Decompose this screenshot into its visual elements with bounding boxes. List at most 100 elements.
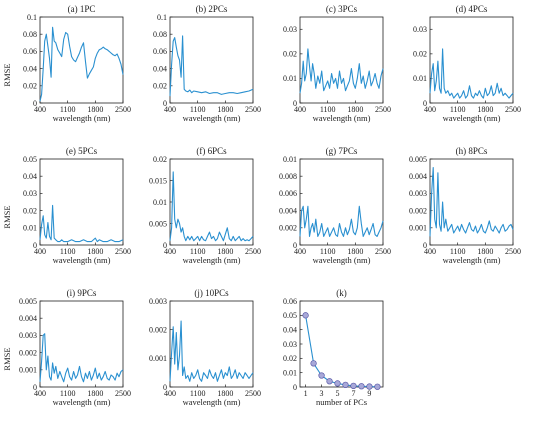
y-tick-label: 0.003 [409, 189, 427, 198]
plot-frame [169, 158, 254, 246]
y-tick-label: 0.002 [149, 325, 167, 334]
series-line [169, 320, 254, 382]
series-line [299, 48, 384, 94]
data-point [318, 372, 325, 379]
data-point [366, 383, 373, 390]
series-line [39, 204, 124, 243]
y-tick-label: 0 [293, 99, 297, 108]
y-tick-label: 0.03 [283, 25, 297, 34]
chart-title: (i) 9PCs [67, 288, 97, 298]
x-axis-label: wavelength (nm) [313, 255, 371, 265]
y-tick-label: 0.002 [409, 206, 427, 215]
x-axis-label: wavelength (nm) [183, 113, 241, 123]
y-tick-label: 0.08 [23, 30, 37, 39]
chart-title: (a) 1PC [68, 4, 96, 14]
x-tick-label: 2500 [115, 105, 131, 114]
y-tick-label: 0 [293, 383, 297, 392]
y-tick-label: 0.05 [23, 155, 37, 164]
x-tick-label: 400 [424, 247, 436, 256]
x-tick-label: 1800 [87, 247, 103, 256]
y-tick-label: 0.01 [413, 74, 427, 83]
series-line [299, 205, 384, 237]
x-tick-label: 1800 [217, 247, 233, 256]
x-tick-label: 5 [336, 389, 340, 398]
y-tick-label: 0.02 [283, 354, 297, 363]
x-tick-label: 400 [424, 105, 436, 114]
chart-title: (g) 7PCs [326, 146, 358, 156]
x-tick-label: 1800 [477, 247, 493, 256]
plot-frame [39, 16, 124, 104]
y-tick-label: 0.005 [409, 155, 427, 164]
plot-frame [299, 158, 384, 246]
x-axis-label: wavelength (nm) [183, 397, 241, 407]
plot-frame [429, 158, 514, 246]
y-tick-label: 0.04 [23, 172, 37, 181]
x-tick-label: 400 [164, 247, 176, 256]
x-tick-label: 1100 [190, 389, 206, 398]
series-line [169, 171, 254, 242]
x-tick-label: 2500 [505, 105, 521, 114]
chart-panel-3: (c) 3PCs 0 0.01 0.02 0.03 400 1100 1800 2500 wave… [283, 4, 391, 123]
chart-panel-8: (h) 8PCs 0 0.001 0.002 0.003 0.004 0.005 400 110… [409, 146, 521, 265]
y-tick-label: 0 [33, 383, 37, 392]
y-tick-label: 0.1 [157, 13, 167, 22]
y-tick-label: 0 [163, 99, 167, 108]
x-tick-label: 2500 [245, 247, 261, 256]
x-tick-label: 1800 [87, 389, 103, 398]
y-tick-label: 0.004 [409, 172, 427, 181]
series-line [169, 35, 254, 97]
data-point [342, 381, 349, 389]
y-tick-label: 0.008 [279, 172, 297, 181]
plot-frame [169, 300, 254, 388]
y-tick-label: 0.001 [409, 224, 427, 233]
chart-title: (e) 5PCs [66, 146, 98, 156]
y-tick-label: 0 [293, 241, 297, 250]
y-tick-label: 0.06 [153, 47, 167, 56]
chart-title: (c) 3PCs [326, 4, 358, 14]
x-tick-label: 1100 [60, 105, 76, 114]
x-tick-label: 1100 [320, 247, 336, 256]
x-tick-label: 1800 [477, 105, 493, 114]
x-tick-label: 2500 [115, 389, 131, 398]
chart-panel-5: (e) 5PCs 0 0.01 0.02 0.03 0.04 0.05 400 1100 1800… [2, 146, 131, 265]
y-axis-label: RMSE [2, 63, 12, 86]
chart-title: (f) 6PCs [196, 146, 227, 156]
y-tick-label: 0.001 [149, 354, 167, 363]
y-tick-label: 0.06 [283, 297, 297, 306]
y-tick-label: 0.03 [413, 25, 427, 34]
data-point [374, 383, 381, 390]
x-axis-label: wavelength (nm) [183, 255, 241, 265]
y-tick-label: 0.02 [153, 82, 167, 91]
x-axis-label: wavelength (nm) [53, 113, 111, 123]
chart-panel-7: (g) 7PCs 0 0.002 0.004 0.006 0.008 0.01 400 1100… [279, 146, 391, 265]
x-tick-label: 2500 [245, 389, 261, 398]
y-tick-label: 0.08 [153, 30, 167, 39]
y-tick-label: 0 [33, 99, 37, 108]
x-tick-label: 7 [351, 389, 355, 398]
y-tick-label: 0.06 [23, 47, 37, 56]
plot-frame [429, 16, 514, 104]
x-axis-label: number of PCs [316, 397, 367, 407]
chart-title: (k) [336, 288, 347, 298]
chart-panel-9: (i) 9PCs 0 0.001 0.002 0.003 0.004 0.005 400 110… [2, 288, 131, 407]
x-tick-label: 1800 [87, 105, 103, 114]
y-tick-label: 0.02 [413, 50, 427, 59]
y-tick-label: 0.01 [283, 74, 297, 83]
y-tick-label: 0 [423, 241, 427, 250]
chart-title: (j) 10PCs [194, 288, 229, 298]
y-tick-label: 0.03 [283, 340, 297, 349]
chart-title: (d) 4PCs [456, 4, 488, 14]
y-tick-label: 0 [163, 383, 167, 392]
y-tick-label: 0 [33, 241, 37, 250]
x-tick-label: 1100 [320, 105, 336, 114]
y-tick-label: 0.005 [149, 219, 167, 228]
x-axis-label: wavelength (nm) [443, 255, 501, 265]
x-tick-label: 1100 [450, 105, 466, 114]
plot-frame [39, 158, 124, 246]
x-tick-label: 1 [304, 389, 308, 398]
y-axis-label: RMSE [2, 347, 12, 370]
x-tick-label: 1800 [347, 247, 363, 256]
chart-panel-10: (j) 10PCs 0 0.001 0.002 0.003 400 1100 1800 2500… [149, 288, 261, 407]
x-tick-label: 2500 [375, 105, 391, 114]
